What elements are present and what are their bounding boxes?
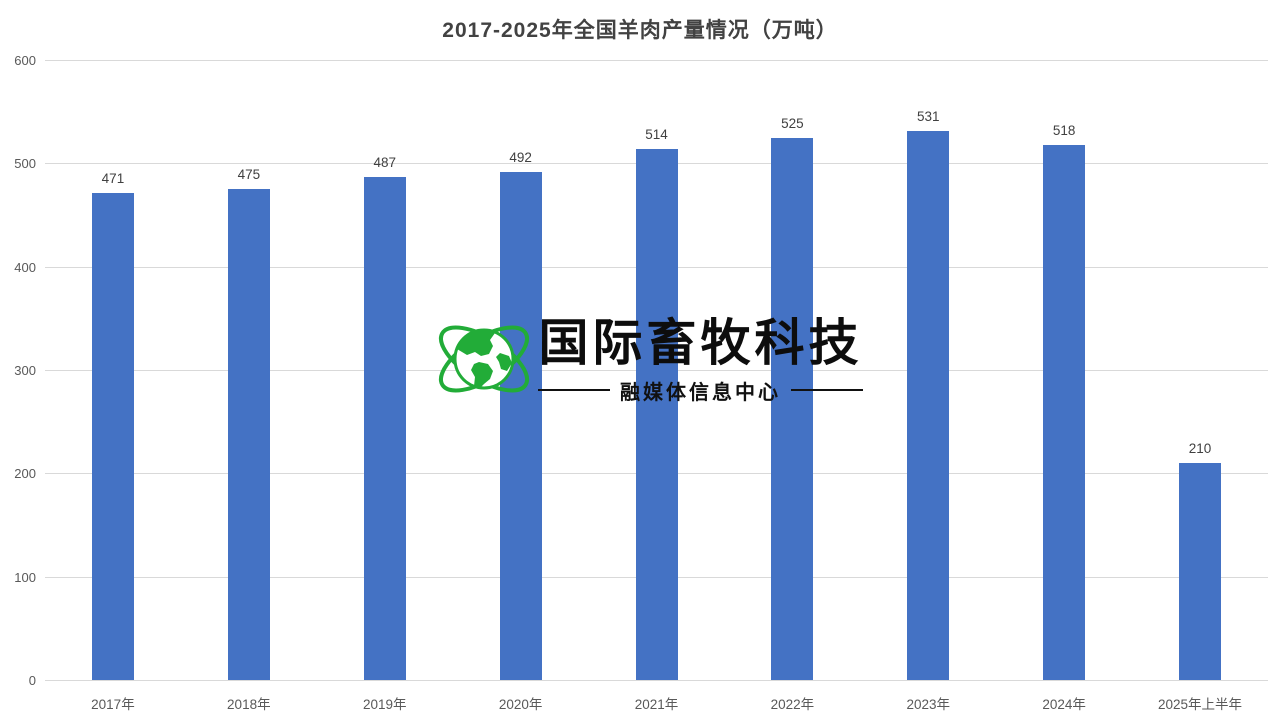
bar-value-label: 518 (1052, 122, 1076, 138)
x-axis-tick-label: 2025年上半年 (1158, 697, 1243, 712)
watermark: 国际畜牧科技 融媒体信息中心 (432, 303, 872, 415)
bar-value-label: 492 (509, 149, 532, 165)
y-axis-tick-label: 100 (14, 569, 36, 585)
bar-2019年 (363, 176, 406, 680)
x-axis-tick-label: 2020年 (498, 697, 543, 712)
bar-value-label: 487 (373, 154, 396, 170)
bar-2018年 (227, 189, 270, 680)
bar-value-label: 514 (645, 126, 668, 142)
x-axis-tick-label: 2021年 (634, 697, 679, 712)
x-axis-tick-label: 2018年 (227, 697, 271, 712)
watermark-right-rule (791, 389, 863, 391)
y-axis-tick-label: 600 (14, 53, 36, 68)
y-axis-tick-label: 400 (14, 259, 36, 275)
bar-2020年 (499, 171, 542, 680)
y-axis-tick-label: 500 (14, 156, 36, 172)
y-axis-tick-label: 300 (14, 363, 36, 378)
bar-2023年 (907, 131, 950, 680)
gridline-600 (45, 60, 1268, 61)
chart-title: 2017-2025年全国羊肉产量情况（万吨） (442, 19, 838, 42)
bar-2022年 (771, 137, 814, 680)
x-axis-tick-label: 2017年 (91, 697, 135, 712)
bar-2021年 (635, 148, 678, 680)
bar-value-label: 210 (1188, 441, 1212, 456)
bar-value-label: 475 (237, 167, 261, 183)
watermark-sub-text: 融媒体信息中心 (620, 381, 781, 404)
plot-area (45, 60, 1268, 681)
watermark-left-rule (538, 389, 610, 391)
x-axis-tick-label: 2022年 (770, 697, 815, 712)
bar-value-label: 471 (101, 171, 125, 187)
x-axis-tick-label: 2023年 (906, 697, 951, 712)
bar-value-label: 525 (781, 115, 804, 131)
y-axis-tick-label: 0 (28, 673, 36, 688)
x-axis-tick-label: 2024年 (1042, 697, 1086, 712)
bar-2017年 (91, 193, 134, 680)
bar-value-label: 531 (917, 109, 940, 125)
gridline-0 (45, 680, 1268, 681)
bar-2024年 (1043, 144, 1086, 680)
watermark-logo-text: 国际畜牧科技 (538, 313, 863, 372)
bar-2025年上半年 (1179, 463, 1222, 680)
globe-orbit-icon (432, 307, 536, 411)
x-axis-tick-label: 2019年 (362, 697, 407, 712)
y-axis-tick-label: 200 (14, 466, 36, 482)
